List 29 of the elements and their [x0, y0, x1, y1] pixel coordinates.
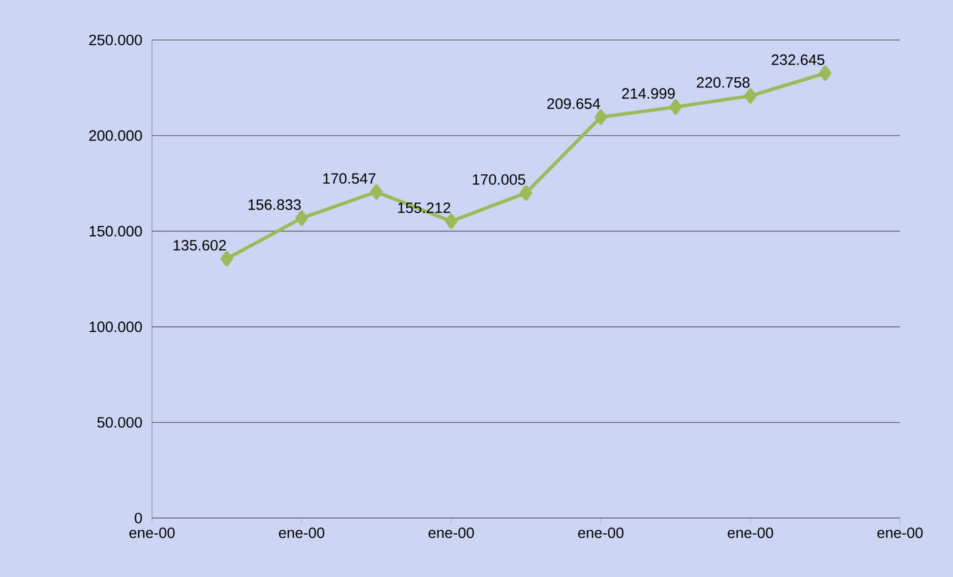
- point: [295, 210, 308, 226]
- y-tick-label: 200.000: [89, 130, 142, 141]
- data-label: 214.999: [622, 88, 675, 99]
- x-tick-label: ene-00: [877, 527, 923, 538]
- y-tick-label: 0: [134, 512, 142, 524]
- y-tick-label: 150.000: [90, 226, 142, 236]
- data-label: 135.602: [174, 240, 226, 251]
- point: [220, 251, 234, 266]
- point: [669, 99, 682, 115]
- y-tick-label: 50.000: [97, 417, 142, 428]
- point: [444, 214, 458, 229]
- x-tick-label: ene-00: [428, 527, 474, 538]
- data-label: 170.547: [323, 173, 376, 184]
- x-tick-label: ene-00: [728, 527, 774, 538]
- x-tick-label: ene-00: [129, 527, 175, 538]
- data-label: 232.645: [772, 54, 824, 66]
- point: [594, 109, 608, 125]
- point: [744, 88, 757, 104]
- y-tick-label: 250.000: [89, 34, 142, 46]
- y-tick-label: 100.000: [90, 322, 142, 332]
- point: [370, 184, 383, 200]
- x-tick-label: ene-00: [578, 527, 624, 538]
- data-label: 209.654: [547, 98, 600, 109]
- x-tick-label: ene-00: [278, 527, 324, 538]
- point: [520, 185, 532, 201]
- data-label: 170.005: [472, 174, 526, 185]
- data-label: 220.758: [696, 77, 750, 88]
- data-label: 156.833: [248, 199, 301, 210]
- point: [818, 65, 832, 81]
